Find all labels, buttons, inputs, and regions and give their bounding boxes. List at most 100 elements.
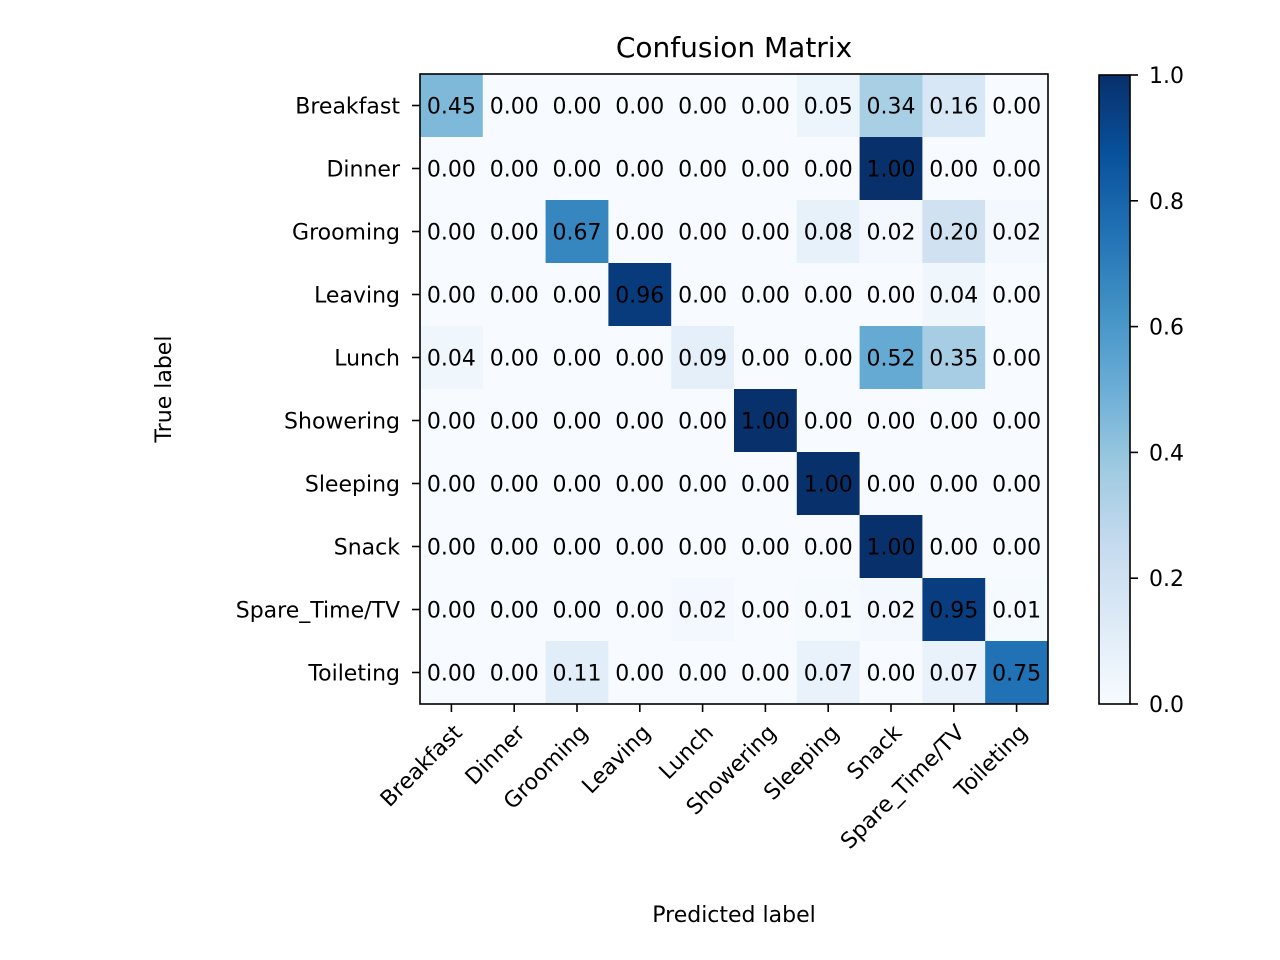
cell-value-label: 0.00 <box>427 221 476 246</box>
cell-value-label: 0.00 <box>553 158 602 183</box>
heatmap-cell <box>922 452 986 516</box>
plot-frame <box>419 73 1049 705</box>
cell-value-label: 0.00 <box>741 284 790 309</box>
heatmap-cell <box>545 200 609 264</box>
heatmap-cell <box>859 263 923 327</box>
heatmap-cell <box>671 515 735 579</box>
cell-value-label: 0.00 <box>490 284 539 309</box>
heatmap-cell <box>671 263 735 327</box>
cell-value-label: 0.00 <box>490 473 539 498</box>
cell-value-label: 0.00 <box>678 221 727 246</box>
heatmap-cell <box>482 137 547 201</box>
cell-value-label: 0.02 <box>867 221 916 246</box>
heatmap-cell <box>922 326 986 390</box>
heatmap-cell <box>985 641 1049 705</box>
heatmap-cell <box>671 326 735 390</box>
heatmap-cell <box>545 74 609 138</box>
heatmap-cell <box>922 137 986 201</box>
heatmap-cell <box>608 452 672 516</box>
cell-value-label: 0.00 <box>553 473 602 498</box>
heatmap-cell <box>734 452 798 516</box>
cell-value-label: 0.00 <box>490 662 539 687</box>
heatmap-cell <box>482 326 547 390</box>
heatmap-cell <box>545 452 609 516</box>
cell-value-label: 0.00 <box>804 158 853 183</box>
cell-value-label: 0.07 <box>929 662 978 687</box>
cell-value-label: 0.00 <box>992 284 1041 309</box>
cell-value-label: 0.00 <box>615 662 664 687</box>
cell-value-label: 0.20 <box>929 221 978 246</box>
heatmap-cell <box>545 389 609 453</box>
y-tick-label: Showering <box>284 410 400 435</box>
colorbar-ticks: 0.0 0.2 0.4 0.6 0.8 1.0 <box>1130 64 1184 718</box>
cell-value-label: 0.00 <box>741 95 790 120</box>
heatmap-cell <box>734 578 798 642</box>
heatmap-cell <box>420 200 484 264</box>
cell-value-label: 0.52 <box>867 347 916 372</box>
cell-value-label: 0.67 <box>553 221 602 246</box>
cell-value-label: 0.00 <box>615 473 664 498</box>
heatmap-cell <box>796 326 861 390</box>
cell-value-label: 0.05 <box>804 95 853 120</box>
y-tick-label: Toileting <box>307 662 400 687</box>
heatmap-cell <box>796 578 861 642</box>
cell-value-label: 0.00 <box>678 410 727 435</box>
cell-value-label: 0.00 <box>490 95 539 120</box>
heatmap-cell <box>859 515 923 579</box>
heatmap-cell <box>796 200 861 264</box>
colorbar-tick-label: 1.0 <box>1149 64 1184 89</box>
cell-value-label: 0.00 <box>427 284 476 309</box>
cell-value-label: 1.00 <box>804 473 853 498</box>
heatmap-cell <box>545 515 609 579</box>
y-tick-label: Snack <box>334 536 400 561</box>
colorbar-tick-label: 0.2 <box>1149 567 1184 592</box>
x-tick-label: Breakfast <box>376 720 468 812</box>
cell-value-label: 0.00 <box>553 347 602 372</box>
heatmap-cell <box>545 326 609 390</box>
cell-value-label: 0.00 <box>615 95 664 120</box>
heatmap-cell <box>985 137 1049 201</box>
heatmap-cell <box>859 452 923 516</box>
heatmap-cell <box>922 200 986 264</box>
cell-value-label: 0.04 <box>929 284 978 309</box>
cell-value-label: 1.00 <box>867 536 916 561</box>
cell-value-label: 0.00 <box>741 662 790 687</box>
heatmap-cell <box>985 263 1049 327</box>
heatmap-cell <box>985 74 1049 138</box>
cell-value-label: 0.00 <box>992 347 1041 372</box>
cell-value-label: 0.00 <box>427 599 476 624</box>
heatmap-cell <box>671 137 735 201</box>
heatmap-cell <box>859 326 923 390</box>
heatmap-cell <box>796 641 861 705</box>
cell-value-label: 0.04 <box>427 347 476 372</box>
heatmap-cell <box>859 389 923 453</box>
heatmap-cell <box>796 515 861 579</box>
cell-value-label: 0.00 <box>929 410 978 435</box>
cell-value-label: 0.00 <box>929 473 978 498</box>
cell-value-label: 0.00 <box>678 473 727 498</box>
heatmap-cell <box>734 515 798 579</box>
y-axis-ticks: Breakfast Dinner Grooming Leaving Lunch Showe… <box>236 95 420 687</box>
heatmap-cell <box>482 641 547 705</box>
y-tick-label: Dinner <box>326 158 400 183</box>
cell-value-label: 0.11 <box>553 662 602 687</box>
heatmap-cell <box>671 389 735 453</box>
cell-value-label: 0.00 <box>615 158 664 183</box>
heatmap-cell-labels: 0.45 0.00 0.00 0.00 0.00 0.00 0.05 0.34 0.16 0.00… <box>427 95 1041 687</box>
cell-value-label: 0.00 <box>804 284 853 309</box>
heatmap-cell <box>734 263 798 327</box>
y-tick-label: Lunch <box>334 347 400 372</box>
heatmap-cell <box>608 578 672 642</box>
heatmap-cell <box>985 452 1049 516</box>
heatmap-cell <box>671 452 735 516</box>
heatmap-cell <box>482 515 547 579</box>
cell-value-label: 0.00 <box>678 95 727 120</box>
heatmap-cell <box>859 74 923 138</box>
cell-value-label: 0.00 <box>741 599 790 624</box>
heatmap-cell <box>608 326 672 390</box>
heatmap-cell <box>985 578 1049 642</box>
heatmap-cell <box>796 452 861 516</box>
cell-value-label: 1.00 <box>867 158 916 183</box>
colorbar <box>1098 74 1131 705</box>
